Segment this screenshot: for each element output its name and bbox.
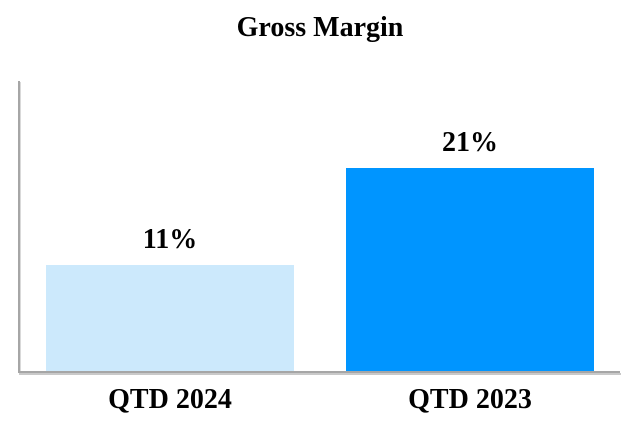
bar-qtd-2023 [346, 168, 594, 371]
bar-group-qtd-2023: 21% [320, 81, 620, 371]
bar-group-qtd-2024: 11% [20, 81, 320, 371]
data-label-qtd-2024: 11% [142, 224, 198, 255]
x-axis-line [18, 371, 620, 373]
y-axis-line [18, 81, 20, 373]
chart-title: Gross Margin [236, 12, 404, 43]
x-axis-label-qtd-2024: QTD 2024 [108, 384, 232, 415]
data-label-qtd-2023: 21% [442, 127, 498, 158]
x-axis-label-qtd-2023: QTD 2023 [408, 384, 532, 415]
bar-qtd-2024 [46, 265, 294, 371]
